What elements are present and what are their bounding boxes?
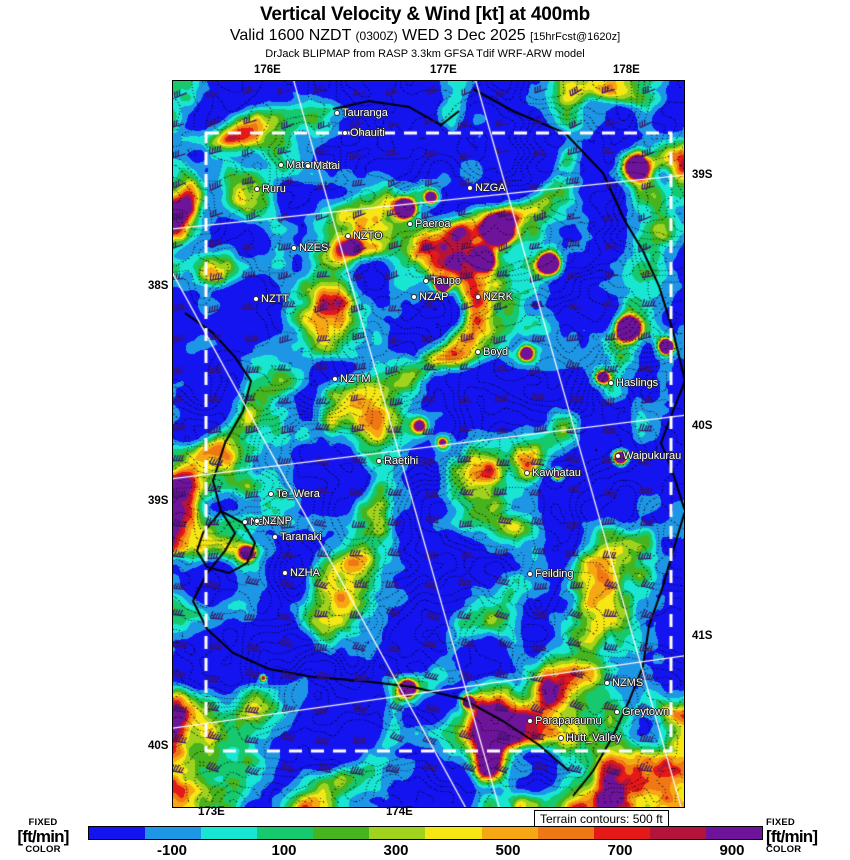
colorbar-color-label-left: COLOR (25, 843, 61, 855)
colorbar-tick-900: 900 (719, 842, 745, 859)
colorbar-band-11 (705, 827, 762, 839)
colorbar-band-7 (481, 827, 538, 839)
valid-date: WED 3 Dec 2025 (402, 27, 526, 44)
page-title: Vertical Velocity & Wind [kt] at 400mb (259, 4, 591, 25)
colorbar-band-2 (201, 827, 258, 839)
valid-local-time: Valid 1600 NZDT (229, 27, 352, 44)
colorbar-band-8 (537, 827, 594, 839)
colorbar-tick-500: 500 (495, 842, 521, 859)
lat-label-left-40S: 40S (148, 740, 169, 752)
lon-label-bottom-173E: 173E (198, 806, 225, 818)
colorbar-units-right: FIXED [ft/min] COLOR (766, 818, 850, 854)
lat-label-left-38S: 38S (148, 280, 169, 292)
valid-utc-time: (0300Z) (355, 29, 398, 43)
title-block: Vertical Velocity & Wind [kt] at 400mb V… (0, 0, 850, 62)
colorbar-unit-label-left: [ft/min] (17, 826, 69, 846)
colorbar-band-1 (145, 827, 202, 839)
model-attribution: DrJack BLIPMAP from RASP 3.3km GFSA Tdif… (265, 48, 585, 60)
vertical-velocity-field (173, 81, 684, 807)
colorbar-color-label-right: COLOR (766, 843, 802, 854)
colorbar-tick-700: 700 (607, 842, 633, 859)
lon-label-top-178E: 178E (613, 64, 640, 76)
colorbar-band-3 (257, 827, 314, 839)
colorbar-tick-100: 100 (271, 842, 297, 859)
colorbar-band-0 (89, 827, 146, 839)
colorbar-band-9 (593, 827, 650, 839)
colorbar-band-6 (425, 827, 482, 839)
weather-map[interactable]: Tauranga Ohauiti Matamata Matai Ruru NZGA Paer… (172, 80, 685, 808)
valid-time-line: Valid 1600 NZDT (0300Z) WED 3 Dec 2025 [… (0, 26, 850, 47)
colorbar-band-5 (369, 827, 426, 839)
lat-label-right-40S: 40S (692, 420, 713, 432)
colorbar-tick-300: 300 (383, 842, 409, 859)
lon-label-top-177E: 177E (430, 64, 457, 76)
lat-label-right-41S: 41S (692, 630, 713, 642)
colorbar-units-left: FIXED [ft/min] COLOR (0, 818, 86, 854)
colorbar-unit-label-right: [ft/min] (766, 826, 818, 846)
forecast-hour-tag: [15hrFcst@1620z] (530, 31, 621, 43)
color-scale-bar[interactable] (88, 826, 763, 840)
lon-label-bottom-174E: 174E (386, 806, 413, 818)
colorbar-fixed-label-right: FIXED (766, 818, 795, 828)
colorbar-fixed-label-left: FIXED (28, 817, 58, 828)
terrain-contour-note: Terrain contours: 500 ft (534, 810, 669, 829)
colorbar-area: FIXED [ft/min] COLOR -100 100 300 500 700 900… (0, 818, 850, 860)
colorbar-band-10 (649, 827, 706, 839)
lat-label-left-39S: 39S (148, 495, 169, 507)
colorbar-band-4 (313, 827, 370, 839)
lat-label-right-39S: 39S (692, 169, 713, 181)
colorbar-tick--100: -100 (156, 842, 188, 859)
lon-label-top-176E: 176E (254, 64, 281, 76)
